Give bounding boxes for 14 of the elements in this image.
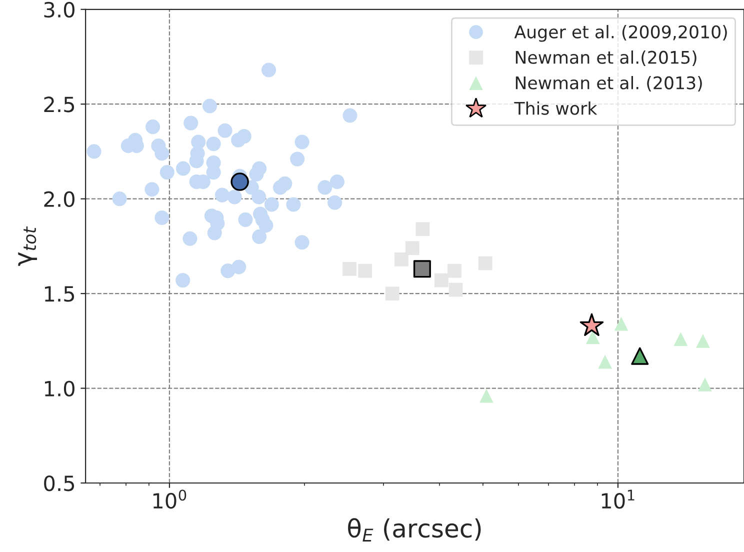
y-tick-label: 0.5 [44,475,74,492]
legend-label: This work [514,101,598,115]
y-tick-label: 1.0 [44,380,74,396]
y-tick-label: 1.5 [44,286,74,302]
y-tick-label: 2.0 [44,191,74,208]
legend-label: Auger et al. (2009,2010) [514,25,727,42]
y-tick-label: 2.5 [44,96,74,112]
x-tick-label: 10$^{1}$ [602,490,634,509]
legend-label: Newman et al. (2013) [516,76,702,92]
y-tick-label: 3.0 [44,2,74,18]
y-axis-title: γ$_{tot}$ [18,226,38,266]
x-tick-label: 10$^{0}$ [153,490,186,509]
x-axis-title: θ$_{E}$ (arcsec) [348,518,481,542]
legend-label: Newman et al.(2015) [516,50,696,66]
